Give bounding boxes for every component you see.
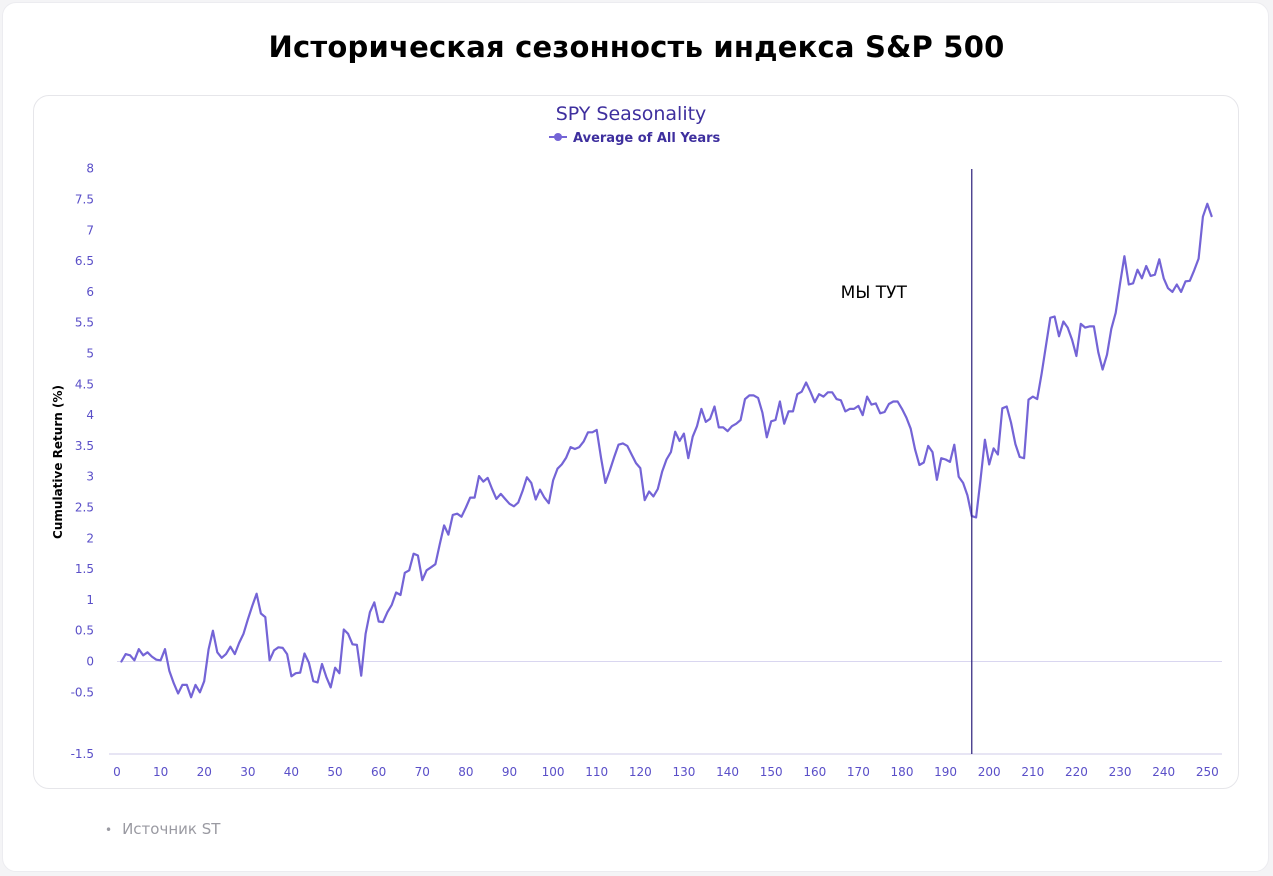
y-tick-label: 0.5 xyxy=(75,624,94,638)
x-tick-label: 170 xyxy=(847,765,870,779)
y-tick-label: 7 xyxy=(86,223,94,237)
page-title: Историческая сезонность индекса S&P 500 xyxy=(268,30,1005,64)
x-tick-label: 80 xyxy=(458,765,473,779)
y-tick-label: 6.5 xyxy=(75,254,94,268)
annotation-label: МЫ ТУТ xyxy=(841,283,908,303)
x-tick-label: 160 xyxy=(803,765,826,779)
x-tick-label: 30 xyxy=(240,765,255,779)
y-axis-label: Cumulative Return (%) xyxy=(51,385,65,539)
source-note: • Источник ST xyxy=(105,820,220,838)
legend-swatch-marker xyxy=(554,133,562,141)
x-tick-label: 90 xyxy=(502,765,517,779)
y-tick-label: -1.5 xyxy=(71,747,94,761)
y-tick-label: 0 xyxy=(86,655,94,669)
y-tick-label: 2.5 xyxy=(75,501,94,515)
x-tick-label: 230 xyxy=(1109,765,1132,779)
x-tick-label: 250 xyxy=(1196,765,1219,779)
y-tick-label: 7.5 xyxy=(75,193,94,207)
y-tick-label: 1.5 xyxy=(75,562,94,576)
chart-card xyxy=(33,95,1239,789)
x-tick-label: 0 xyxy=(113,765,121,779)
legend[interactable]: Average of All Years xyxy=(549,131,721,146)
y-tick-label: 3 xyxy=(86,470,94,484)
x-tick-label: 220 xyxy=(1065,765,1088,779)
x-tick-label: 70 xyxy=(415,765,430,779)
x-tick-label: 60 xyxy=(371,765,386,779)
x-tick-label: 140 xyxy=(716,765,739,779)
x-tick-label: 190 xyxy=(934,765,957,779)
x-tick-label: 150 xyxy=(760,765,783,779)
series-line-average-of-all-years xyxy=(120,202,1213,699)
x-tick-label: 180 xyxy=(891,765,914,779)
x-tick-label: 200 xyxy=(978,765,1001,779)
chart-title: SPY Seasonality xyxy=(556,103,707,125)
x-tick-label: 110 xyxy=(585,765,608,779)
y-tick-label: 5 xyxy=(86,347,94,361)
legend-label: Average of All Years xyxy=(573,131,721,146)
bullet-icon: • xyxy=(105,823,113,837)
x-tick-label: 120 xyxy=(629,765,652,779)
x-tick-label: 10 xyxy=(153,765,168,779)
y-tick-label: 3.5 xyxy=(75,439,94,453)
y-tick-label: 2 xyxy=(86,531,94,545)
y-tick-label: 4 xyxy=(86,408,94,422)
x-tick-label: 100 xyxy=(542,765,565,779)
y-tick-label: 8 xyxy=(86,162,94,176)
y-tick-label: 6 xyxy=(86,285,94,299)
x-tick-label: 20 xyxy=(197,765,212,779)
x-tick-label: 210 xyxy=(1021,765,1044,779)
x-tick-label: 240 xyxy=(1152,765,1175,779)
x-tick-label: 40 xyxy=(284,765,299,779)
y-tick-label: -0.5 xyxy=(71,685,94,699)
y-tick-label: 4.5 xyxy=(75,377,94,391)
x-tick-label: 130 xyxy=(672,765,695,779)
y-tick-label: 5.5 xyxy=(75,316,94,330)
source-text: Источник ST xyxy=(122,820,221,838)
x-tick-label: 50 xyxy=(327,765,342,779)
y-tick-label: 1 xyxy=(86,593,94,607)
